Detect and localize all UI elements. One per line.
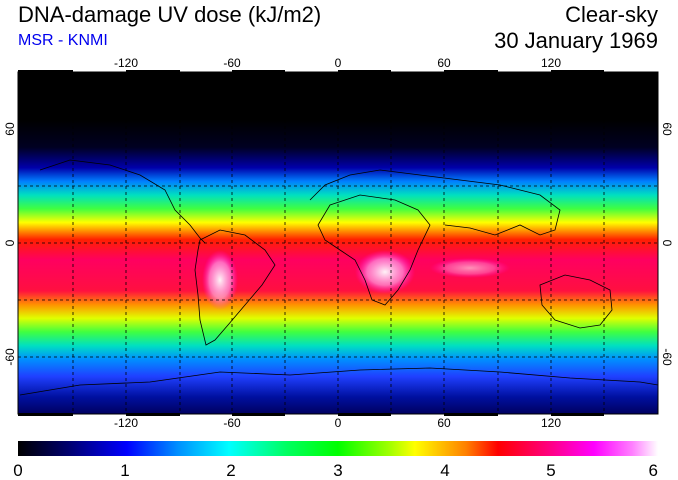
north-america-coast [39, 159, 206, 244]
colorbar-label-6: 6 [649, 461, 658, 480]
map-title: DNA-damage UV dose (kJ/m2) [18, 2, 322, 27]
lon-label-top-0: 0 [335, 56, 342, 70]
antarctica-coast [19, 367, 659, 396]
colorbar-gradient [18, 441, 658, 456]
lat-label-left-0: 0 [3, 239, 17, 246]
lon-label-bottom-0: 0 [335, 416, 342, 430]
indian-ocean-hotspot [430, 258, 510, 278]
lon-label-bottom-60: 60 [437, 416, 451, 430]
graticule [18, 72, 658, 414]
eurasia-coast [309, 169, 561, 236]
lon-label-bottom-m120: -120 [114, 416, 138, 430]
coastlines [19, 159, 659, 396]
lat-label-left-m60: -60 [3, 348, 17, 366]
lon-label-top-60: 60 [437, 56, 451, 70]
colorbar-label-3: 3 [333, 461, 342, 480]
lat-label-right-m60: -60 [660, 348, 674, 366]
colorbar-label-4: 4 [440, 461, 449, 480]
lon-label-top-120: 120 [541, 56, 561, 70]
lon-label-top-m120: -120 [114, 56, 138, 70]
source-label: MSR - KNMI [18, 32, 108, 49]
andes-hotspot [202, 250, 238, 310]
sky-condition-label: Clear-sky [565, 2, 658, 27]
date-label: 30 January 1969 [494, 28, 658, 53]
australia-coast [539, 274, 613, 329]
lat-label-right-60: 60 [660, 122, 674, 136]
colorbar-label-1: 1 [120, 461, 129, 480]
lat-label-left-60: 60 [3, 122, 17, 136]
lat-label-right-0: 0 [660, 240, 674, 247]
frame-bands [18, 70, 604, 416]
map-panel: -120 -60 0 60 120 -120 -60 0 60 120 60 0… [3, 56, 674, 430]
colorbar-label-0: 0 [13, 461, 22, 480]
colorbar: 0 1 2 3 4 5 6 [13, 441, 658, 480]
colorbar-label-5: 5 [546, 461, 555, 480]
lon-label-top-m60: -60 [223, 56, 241, 70]
south-america-coast [194, 229, 276, 346]
lon-label-bottom-m60: -60 [223, 416, 241, 430]
africa-coast [317, 194, 431, 306]
colorbar-label-2: 2 [226, 461, 235, 480]
lon-label-bottom-120: 120 [541, 416, 561, 430]
africa-hotspot [355, 250, 415, 294]
